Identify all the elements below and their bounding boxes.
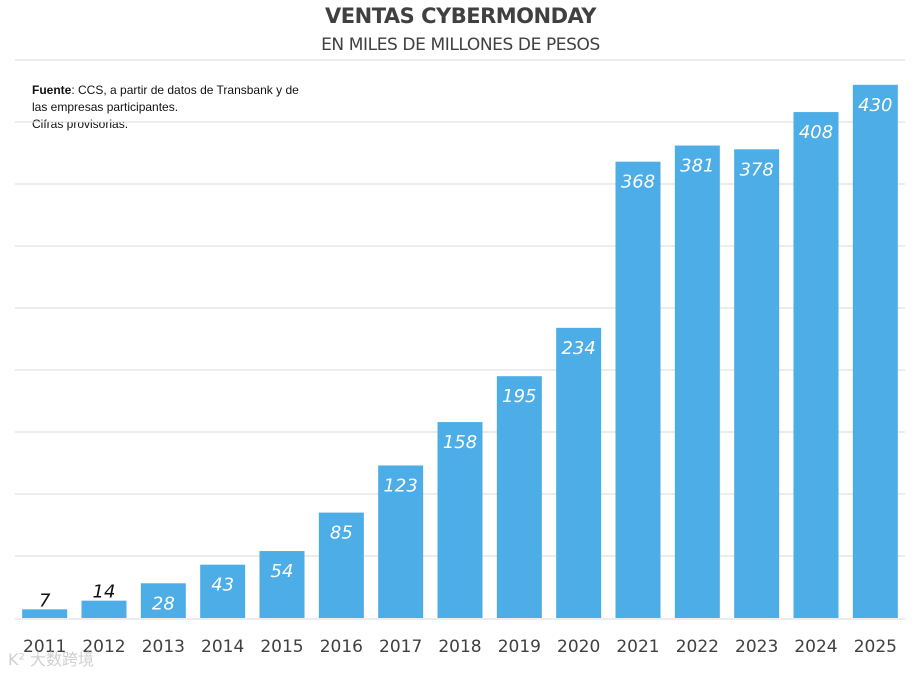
x-tick-label: 2024 (794, 637, 837, 657)
source-text: : CCS, a partir de datos de Transbank y … (32, 83, 299, 114)
value-label: 123 (383, 475, 417, 496)
x-tick-label: 2017 (379, 637, 422, 657)
bar-2021 (615, 161, 661, 618)
x-tick-label: 2015 (260, 637, 303, 657)
x-tick-label: 2011 (23, 637, 66, 657)
bar-2013 (140, 583, 186, 618)
x-tick-label: 2023 (735, 637, 778, 657)
value-label: 368 (621, 172, 655, 193)
bar-2011 (22, 609, 68, 618)
value-label: 43 (211, 575, 234, 596)
bar-2012 (81, 600, 127, 618)
value-label: 430 (858, 95, 892, 116)
bar-2020 (556, 327, 602, 618)
value-label: 85 (330, 523, 353, 544)
x-tick-label: 2020 (557, 637, 600, 657)
bar-2015 (259, 551, 305, 618)
value-label: 408 (799, 122, 833, 143)
bar-2024 (793, 112, 839, 618)
bar-2014 (200, 564, 246, 618)
bar-2019 (496, 376, 542, 618)
bar-2018 (437, 422, 483, 618)
bar-2022 (674, 145, 720, 618)
value-label: 14 (93, 582, 116, 603)
x-tick-label: 2012 (82, 637, 125, 657)
value-label: 195 (502, 386, 536, 407)
x-tick-label: 2014 (201, 637, 244, 657)
bar-2023 (734, 149, 780, 618)
value-label: 28 (152, 593, 175, 614)
x-axis-ticks: 2011 2012 2013 2014 2015 2016 2017 2018 2019 2020… (23, 637, 897, 657)
bar-2016 (318, 512, 364, 618)
bar-2017 (378, 465, 424, 618)
x-tick-label: 2021 (616, 637, 659, 657)
x-tick-label: 2018 (438, 637, 481, 657)
x-tick-label: 2013 (142, 637, 185, 657)
x-tick-label: 2016 (320, 637, 363, 657)
value-label: 158 (443, 432, 477, 453)
value-labels: 7 14 28 43 54 85 123 158 195 234 368 381 378 408 430 (39, 95, 893, 614)
x-tick-label: 2022 (676, 637, 719, 657)
bar-2025 (852, 84, 898, 619)
watermark-logo: K² 大数跨境 (8, 650, 94, 669)
source-note: Fuente: CCS, a partir de datos de Transb… (32, 82, 302, 133)
source-label: Fuente (32, 83, 72, 97)
chart-title: VENTAS CYBERMONDAY (325, 4, 596, 28)
value-label: 234 (561, 338, 595, 359)
x-tick-label: 2025 (854, 637, 897, 657)
value-label: 381 (680, 156, 714, 177)
provisional-note: Cifras provisorias. (32, 117, 129, 131)
value-label: 378 (739, 159, 773, 180)
value-label: 54 (271, 561, 294, 582)
value-label: 7 (39, 590, 51, 611)
chart-subtitle: EN MILES DE MILLONES DE PESOS (321, 35, 600, 55)
bars (22, 84, 898, 619)
x-tick-label: 2019 (498, 637, 541, 657)
